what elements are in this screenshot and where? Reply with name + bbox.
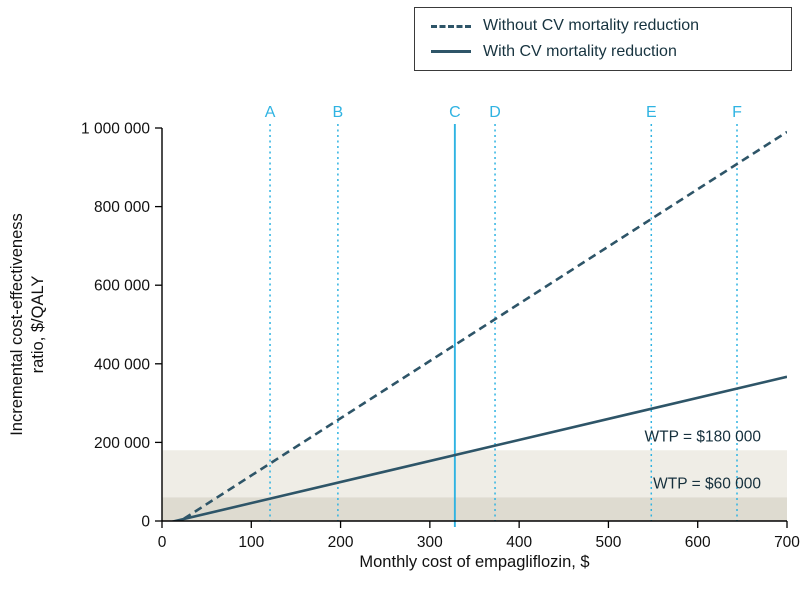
x-tick-label: 200	[328, 534, 354, 551]
legend: Without CV mortality reduction With CV m…	[414, 7, 792, 71]
x-tick-label: 0	[158, 534, 167, 551]
marker-letter-A: A	[265, 104, 276, 121]
marker-letter-C: C	[449, 104, 461, 121]
series-line-with-cv	[169, 375, 787, 521]
y-tick-label: 0	[141, 514, 150, 531]
dashed-line-sample	[431, 24, 471, 28]
y-tick-label: 400 000	[94, 356, 150, 373]
solid-line-sample	[431, 50, 471, 54]
x-axis-label: Monthly cost of empagliflozin, $	[359, 553, 590, 571]
wtp-labels: WTP = $180 000 WTP = $60 000	[645, 428, 762, 492]
marker-letter-F: F	[732, 104, 742, 121]
marker-letter-E: E	[646, 104, 657, 121]
y-tick-label: 800 000	[94, 199, 150, 216]
x-tick-label: 100	[238, 534, 264, 551]
series-lines	[169, 130, 787, 521]
price-marker-lines: A B C D E F	[265, 104, 742, 527]
y-tick-label: 600 000	[94, 278, 150, 295]
wtp-label: WTP = $60 000	[653, 475, 761, 492]
axes: 0 100 200 300 400 500 600 700 0 200 000 400 000 600…	[81, 121, 800, 552]
marker-letter-D: D	[489, 104, 501, 121]
x-tick-label: 600	[685, 534, 711, 551]
y-tick-label: 200 000	[94, 435, 150, 452]
legend-label: With CV mortality reduction	[483, 43, 677, 60]
x-tick-label: 700	[774, 534, 800, 551]
y-tick-label: 1 000 000	[81, 121, 150, 138]
legend-label: Without CV mortality reduction	[483, 17, 700, 35]
x-tick-label: 400	[506, 534, 532, 551]
marker-letter-B: B	[333, 104, 344, 121]
legend-item-without-cv-reduction: Without CV mortality reduction	[431, 17, 791, 35]
x-tick-label: 500	[595, 534, 621, 551]
wtp-bands	[162, 450, 787, 521]
wtp-band	[162, 497, 787, 521]
wtp-label: WTP = $180 000	[645, 428, 762, 445]
legend-item-with-cv-reduction: With CV mortality reduction	[431, 43, 791, 61]
y-axis-label: Incremental cost-effectiveness ratio, $/Q…	[8, 213, 47, 436]
series-line-without-cv	[177, 130, 787, 521]
x-tick-label: 300	[417, 534, 443, 551]
